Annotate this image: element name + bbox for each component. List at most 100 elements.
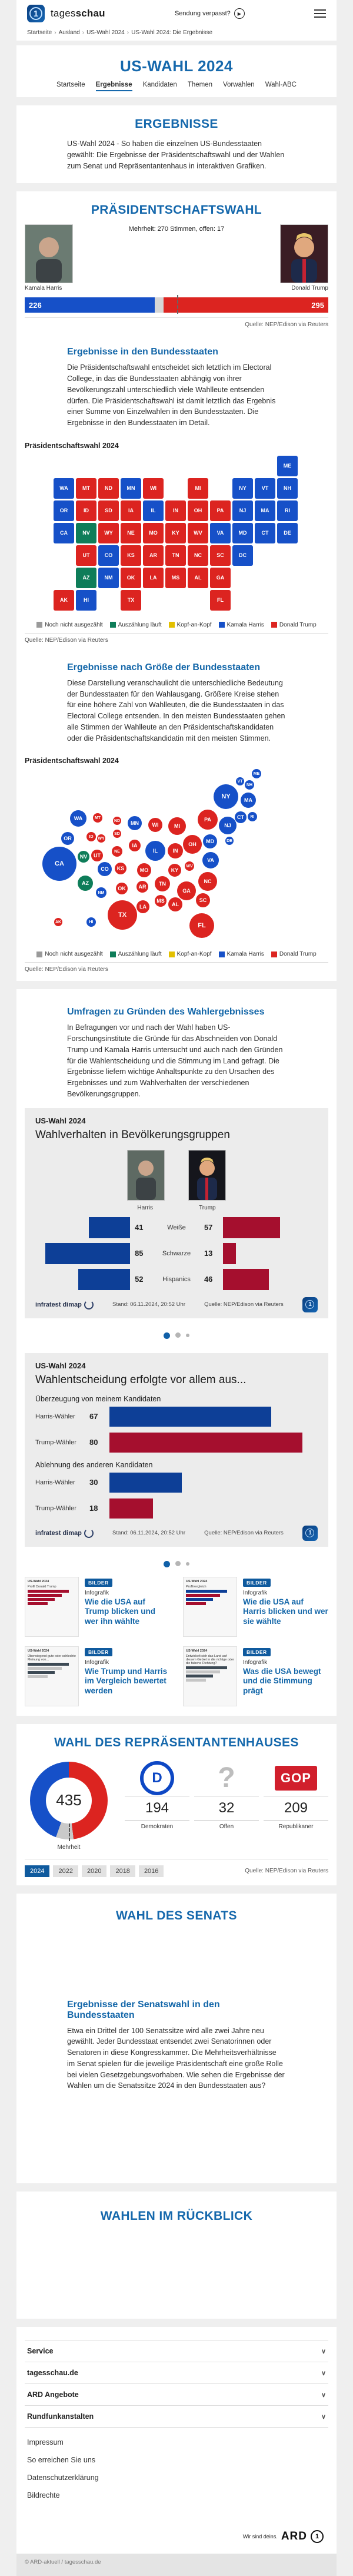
- state-tile-PA[interactable]: PA: [210, 500, 231, 521]
- state-bubble-KY[interactable]: KY: [168, 864, 181, 877]
- state-bubble-UT[interactable]: UT: [91, 850, 103, 862]
- state-tile-IN[interactable]: IN: [165, 500, 186, 521]
- state-tile-ND[interactable]: ND: [98, 478, 119, 499]
- state-bubble-ND[interactable]: ND: [113, 817, 121, 825]
- state-tile-AK[interactable]: AK: [54, 589, 74, 611]
- pagination-dot[interactable]: [164, 1560, 170, 1567]
- pagination-dot[interactable]: [175, 1560, 181, 1566]
- state-bubble-DE[interactable]: DE: [225, 837, 234, 846]
- state-bubble-ID[interactable]: ID: [86, 832, 96, 842]
- footer-accordion-rundfunkanstalten[interactable]: Rundfunkanstalten ∨: [25, 2405, 328, 2428]
- year-tab-2024[interactable]: 2024: [25, 1865, 50, 1877]
- footer-link-datenschutzerkl-rung[interactable]: Datenschutzerklärung: [27, 2474, 99, 2482]
- state-tile-WV[interactable]: WV: [188, 522, 208, 543]
- state-bubble-IN[interactable]: IN: [168, 843, 183, 859]
- play-icon[interactable]: ▶: [234, 8, 245, 19]
- tab-startseite[interactable]: Startseite: [56, 81, 85, 88]
- footer-accordion-ard-angebote[interactable]: ARD Angebote ∨: [25, 2383, 328, 2405]
- state-tile-AL[interactable]: AL: [188, 567, 208, 588]
- state-tile-NH[interactable]: NH: [277, 478, 298, 499]
- state-bubble-AR[interactable]: AR: [136, 881, 148, 893]
- year-tab-2020[interactable]: 2020: [81, 1865, 107, 1877]
- breadcrumb-item[interactable]: Startseite: [27, 29, 52, 36]
- state-bubble-NY[interactable]: NY: [214, 784, 238, 810]
- state-bubble-OH[interactable]: OH: [183, 835, 202, 854]
- pagination-dot[interactable]: [186, 1333, 189, 1337]
- state-bubble-OR[interactable]: OR: [61, 832, 74, 846]
- state-tile-WI[interactable]: WI: [143, 478, 164, 499]
- state-tile-IL[interactable]: IL: [143, 500, 164, 521]
- state-tile-RI[interactable]: RI: [277, 500, 298, 521]
- teaser-title[interactable]: Was die USA bewegt und die Stimmung präg…: [243, 1666, 321, 1696]
- state-tile-FL[interactable]: FL: [210, 589, 231, 611]
- state-bubble-MO[interactable]: MO: [137, 863, 151, 878]
- state-tile-OK[interactable]: OK: [121, 567, 141, 588]
- year-tab-2022[interactable]: 2022: [53, 1865, 78, 1877]
- state-bubble-TX[interactable]: TX: [108, 900, 137, 930]
- teaser-link[interactable]: US-Wahl 2024 Überwiegend gute oder schlec…: [25, 1646, 170, 1706]
- state-tile-WA[interactable]: WA: [54, 478, 74, 499]
- state-tile-NV[interactable]: NV: [76, 522, 96, 543]
- state-tile-MA[interactable]: MA: [255, 500, 275, 521]
- state-bubble-VA[interactable]: VA: [202, 852, 219, 869]
- brand-wordmark[interactable]: tagesschau: [51, 8, 105, 19]
- teaser-link[interactable]: US-Wahl 2024 Profilvergleich BILDER Infogra…: [183, 1576, 328, 1637]
- state-bubble-AZ[interactable]: AZ: [78, 876, 93, 891]
- state-bubble-SD[interactable]: SD: [113, 830, 121, 838]
- state-tile-SC[interactable]: SC: [210, 545, 231, 566]
- footer-link-so-erreichen-sie-uns[interactable]: So erreichen Sie uns: [27, 2456, 96, 2464]
- tab-wahl-abc[interactable]: Wahl-ABC: [265, 81, 297, 88]
- state-tile-ID[interactable]: ID: [76, 500, 96, 521]
- state-bubble-LA[interactable]: LA: [136, 900, 149, 914]
- state-tile-WY[interactable]: WY: [98, 522, 119, 543]
- state-tile-SD[interactable]: SD: [98, 500, 119, 521]
- state-tile-MO[interactable]: MO: [143, 522, 164, 543]
- footer-accordion-service[interactable]: Service ∨: [25, 2340, 328, 2362]
- tab-kandidaten[interactable]: Kandidaten: [142, 81, 177, 88]
- state-tile-CT[interactable]: CT: [255, 522, 275, 543]
- state-bubble-VT[interactable]: VT: [236, 777, 244, 786]
- footer-accordion-tagesschau-de[interactable]: tagesschau.de ∨: [25, 2362, 328, 2383]
- pagination-dot[interactable]: [175, 1332, 181, 1338]
- state-bubble-TN[interactable]: TN: [155, 876, 170, 892]
- state-tile-CO[interactable]: CO: [98, 545, 119, 566]
- year-tab-2016[interactable]: 2016: [138, 1865, 164, 1877]
- state-bubble-MD[interactable]: MD: [203, 834, 217, 849]
- state-tile-NM[interactable]: NM: [98, 567, 119, 588]
- state-tile-MD[interactable]: MD: [232, 522, 253, 543]
- breadcrumb-item[interactable]: US-Wahl 2024: [86, 29, 125, 36]
- state-tile-NC[interactable]: NC: [188, 545, 208, 566]
- state-bubble-MI[interactable]: MI: [168, 817, 186, 836]
- state-bubble-MS[interactable]: MS: [155, 895, 166, 907]
- state-tile-ME[interactable]: ME: [277, 455, 298, 476]
- state-tile-IA[interactable]: IA: [121, 500, 141, 521]
- breadcrumb-item[interactable]: Ausland: [58, 29, 80, 36]
- pagination-dot[interactable]: [164, 1332, 170, 1339]
- state-bubble-WI[interactable]: WI: [148, 818, 162, 833]
- state-bubble-MT[interactable]: MT: [93, 813, 102, 823]
- state-bubble-WA[interactable]: WA: [70, 810, 86, 827]
- state-tile-DE[interactable]: DE: [277, 522, 298, 543]
- footer-link-impressum[interactable]: Impressum: [27, 2438, 64, 2446]
- state-bubble-NE[interactable]: NE: [112, 846, 122, 857]
- missed-show-link[interactable]: Sendung verpasst?: [174, 10, 231, 17]
- footer-link-bildrechte[interactable]: Bildrechte: [27, 2491, 60, 2499]
- tab-vorwahlen[interactable]: Vorwahlen: [223, 81, 255, 88]
- hamburger-menu-icon[interactable]: [314, 9, 326, 18]
- state-tile-MN[interactable]: MN: [121, 478, 141, 499]
- state-tile-MS[interactable]: MS: [165, 567, 186, 588]
- state-bubble-AL[interactable]: AL: [168, 897, 182, 912]
- state-tile-TX[interactable]: TX: [121, 589, 141, 611]
- teaser-title[interactable]: Wie die USA auf Harris blicken und wer s…: [243, 1597, 328, 1626]
- state-tile-NE[interactable]: NE: [121, 522, 141, 543]
- state-tile-GA[interactable]: GA: [210, 567, 231, 588]
- state-bubble-MA[interactable]: MA: [241, 793, 256, 808]
- state-bubble-KS[interactable]: KS: [115, 863, 126, 875]
- state-bubble-CT[interactable]: CT: [235, 811, 247, 824]
- state-bubble-FL[interactable]: FL: [189, 913, 214, 939]
- state-tile-KS[interactable]: KS: [121, 545, 141, 566]
- state-bubble-WV[interactable]: WV: [185, 861, 194, 871]
- state-bubble-CA[interactable]: CA: [42, 847, 76, 881]
- state-tile-OR[interactable]: OR: [54, 500, 74, 521]
- state-bubble-IL[interactable]: IL: [145, 841, 165, 861]
